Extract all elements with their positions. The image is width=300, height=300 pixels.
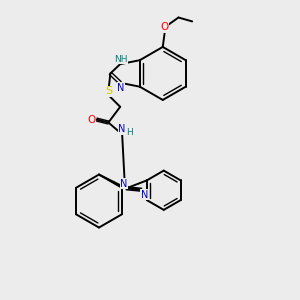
Text: N: N <box>120 179 128 189</box>
Text: N: N <box>141 190 148 200</box>
Text: N: N <box>118 83 125 93</box>
Text: N: N <box>118 124 126 134</box>
Text: O: O <box>88 115 96 124</box>
Text: NH: NH <box>114 55 128 64</box>
Text: H: H <box>127 128 134 137</box>
Text: S: S <box>105 86 112 96</box>
Text: O: O <box>160 22 169 32</box>
